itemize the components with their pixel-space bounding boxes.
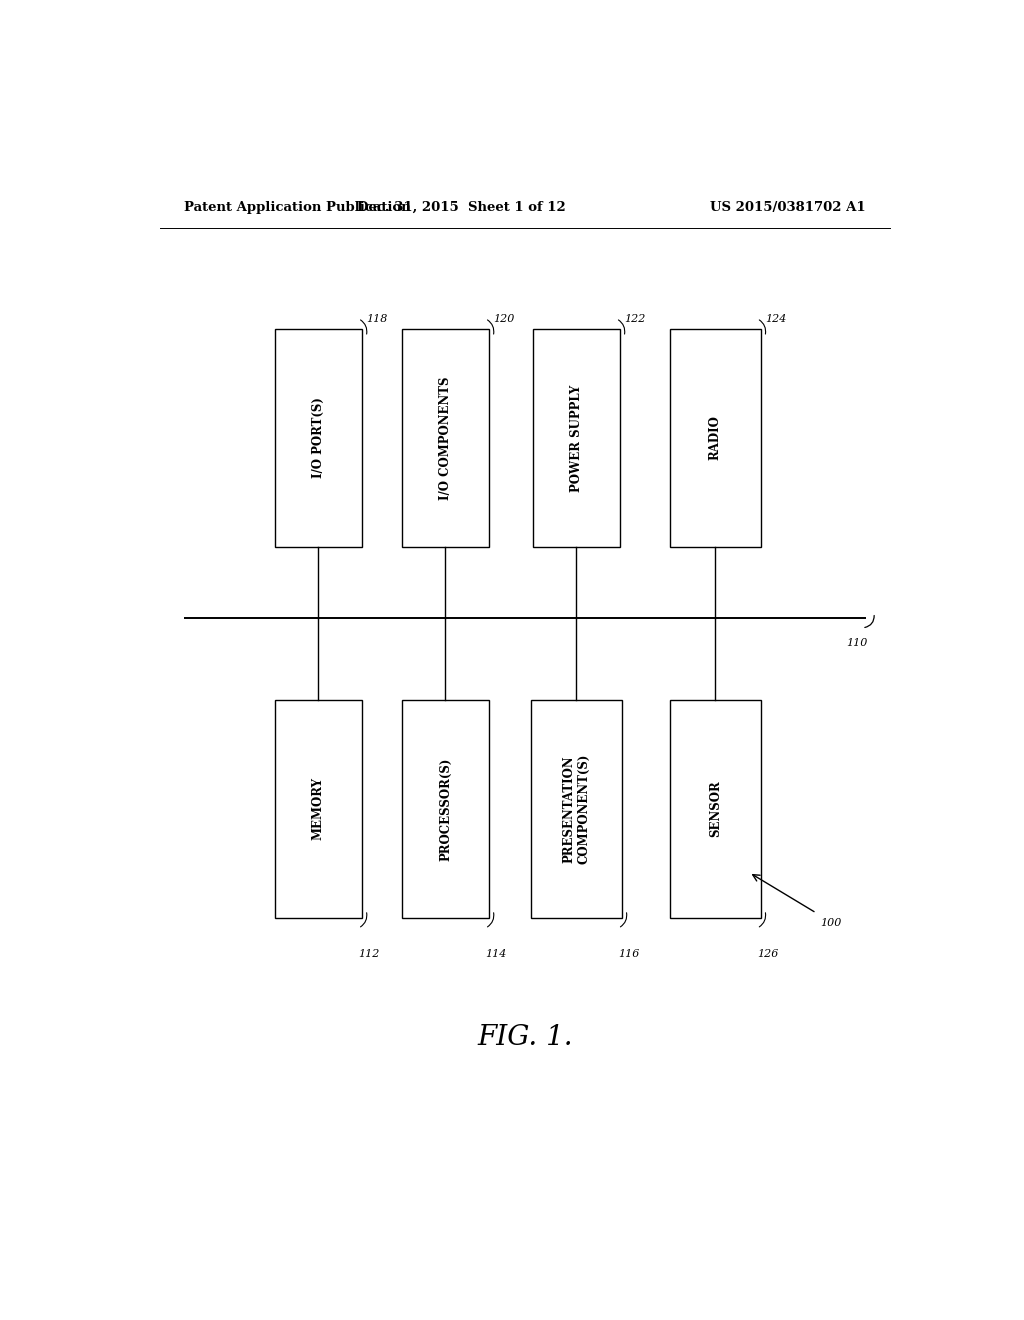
Bar [274, 329, 362, 548]
Text: Patent Application Publication: Patent Application Publication [183, 201, 411, 214]
Bar [530, 700, 622, 919]
Bar [670, 700, 761, 919]
Bar [401, 700, 489, 919]
Text: 112: 112 [358, 949, 380, 958]
Text: 110: 110 [846, 638, 867, 648]
Text: Dec. 31, 2015  Sheet 1 of 12: Dec. 31, 2015 Sheet 1 of 12 [357, 201, 565, 214]
Text: FIG. 1.: FIG. 1. [477, 1024, 572, 1051]
Text: POWER SUPPLY: POWER SUPPLY [570, 384, 583, 491]
Text: MEMORY: MEMORY [312, 777, 325, 841]
Bar [670, 329, 761, 548]
Text: 122: 122 [624, 314, 645, 323]
Text: 114: 114 [485, 949, 507, 958]
Text: SENSOR: SENSOR [709, 780, 722, 837]
Bar [274, 700, 362, 919]
Text: 126: 126 [757, 949, 778, 958]
Text: I/O COMPONENTS: I/O COMPONENTS [439, 376, 452, 500]
Text: I/O PORT(S): I/O PORT(S) [312, 397, 325, 478]
Text: 124: 124 [765, 314, 786, 323]
Bar [532, 329, 620, 548]
Text: 120: 120 [494, 314, 514, 323]
Text: 118: 118 [367, 314, 387, 323]
Bar [401, 329, 489, 548]
Text: RADIO: RADIO [709, 416, 722, 461]
Text: US 2015/0381702 A1: US 2015/0381702 A1 [711, 201, 866, 214]
Text: 116: 116 [618, 949, 639, 958]
Text: 100: 100 [820, 919, 842, 928]
Text: PRESENTATION
COMPONENT(S): PRESENTATION COMPONENT(S) [562, 754, 591, 865]
Text: PROCESSOR(S): PROCESSOR(S) [439, 758, 452, 861]
